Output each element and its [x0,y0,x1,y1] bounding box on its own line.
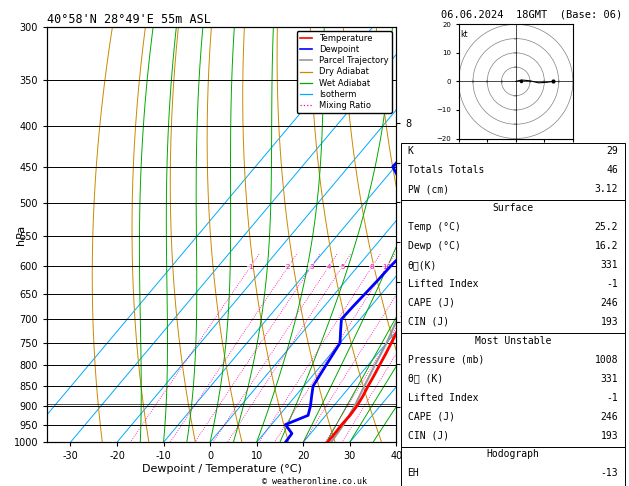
Text: Dewp (°C): Dewp (°C) [408,241,460,251]
Text: 40°58'N 28°49'E 55m ASL: 40°58'N 28°49'E 55m ASL [47,13,211,26]
Text: CAPE (J): CAPE (J) [408,298,455,308]
Text: kt: kt [460,30,468,39]
Text: 1: 1 [248,264,253,270]
Text: Mixing Ratio (g/kg): Mixing Ratio (g/kg) [424,228,433,308]
Text: hPa: hPa [16,225,26,244]
Text: 8: 8 [370,264,374,270]
Text: Surface: Surface [493,203,533,213]
X-axis label: Dewpoint / Temperature (°C): Dewpoint / Temperature (°C) [142,464,302,474]
Text: Lifted Index: Lifted Index [408,279,478,289]
Text: EH: EH [408,469,420,478]
Text: 1008: 1008 [595,355,618,364]
Text: PW (cm): PW (cm) [408,184,448,194]
Text: -1: -1 [606,393,618,402]
Text: 25.2: 25.2 [595,222,618,232]
Text: Lifted Index: Lifted Index [408,393,478,402]
Text: LCL: LCL [400,399,415,408]
Text: CIN (J): CIN (J) [408,317,448,327]
Text: -1: -1 [606,279,618,289]
Y-axis label: km
ASL: km ASL [419,213,437,235]
Text: 331: 331 [601,260,618,270]
Text: -13: -13 [601,469,618,478]
Text: 193: 193 [601,317,618,327]
Text: Pressure (mb): Pressure (mb) [408,355,484,364]
Text: 2: 2 [286,264,290,270]
Legend: Temperature, Dewpoint, Parcel Trajectory, Dry Adiabat, Wet Adiabat, Isotherm, Mi: Temperature, Dewpoint, Parcel Trajectory… [297,31,392,113]
Text: θᴀ(K): θᴀ(K) [408,260,437,270]
Text: 246: 246 [601,298,618,308]
Text: 06.06.2024  18GMT  (Base: 06): 06.06.2024 18GMT (Base: 06) [441,9,622,19]
Text: Hodograph: Hodograph [486,450,540,459]
Text: Most Unstable: Most Unstable [475,336,551,346]
Text: K: K [408,146,413,156]
Text: 246: 246 [601,412,618,421]
Text: 25: 25 [400,338,409,344]
Text: 46: 46 [606,165,618,175]
Text: 331: 331 [601,374,618,383]
Text: θᴀ (K): θᴀ (K) [408,374,443,383]
Text: CAPE (J): CAPE (J) [408,412,455,421]
Text: 5: 5 [340,264,345,270]
Text: 16.2: 16.2 [595,241,618,251]
Text: 3.12: 3.12 [595,184,618,194]
Text: 193: 193 [601,431,618,440]
Text: 4: 4 [326,264,331,270]
Text: 15: 15 [400,278,409,285]
Text: © weatheronline.co.uk: © weatheronline.co.uk [262,477,367,486]
Text: CIN (J): CIN (J) [408,431,448,440]
Text: Totals Totals: Totals Totals [408,165,484,175]
Text: 20: 20 [399,312,408,318]
Text: 3: 3 [309,264,314,270]
Text: 29: 29 [606,146,618,156]
Text: 10: 10 [382,264,391,270]
Text: Temp (°C): Temp (°C) [408,222,460,232]
